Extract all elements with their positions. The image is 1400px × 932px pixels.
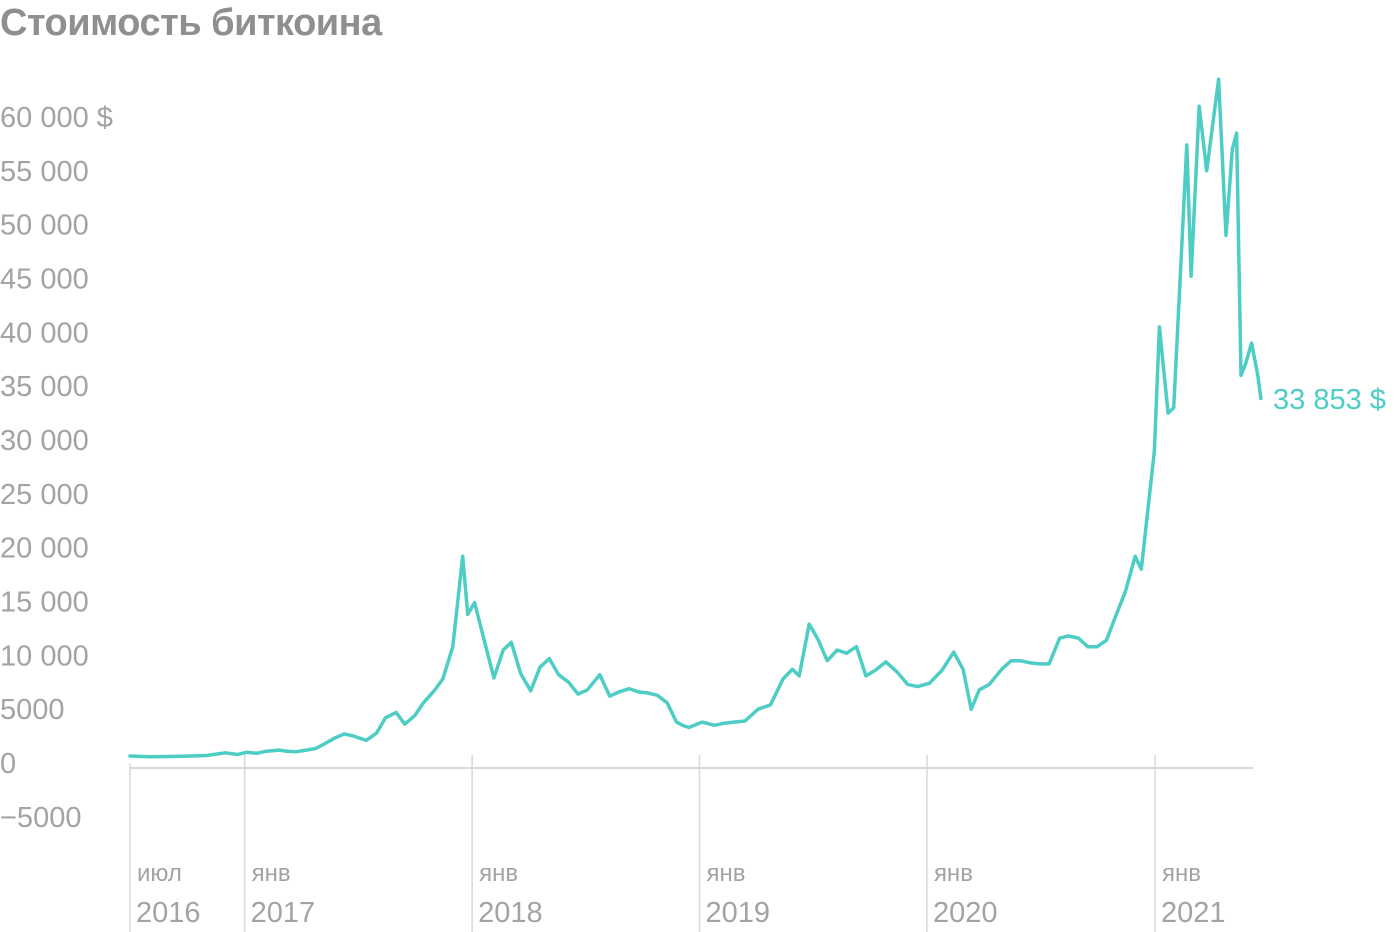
y-tick-label: 5000 (0, 694, 65, 726)
y-tick-label: 45 000 (0, 264, 89, 296)
x-tick-year-label: 2021 (1161, 897, 1226, 929)
x-axis-gridlines (129, 755, 1156, 932)
y-tick-label: 10 000 (0, 640, 89, 672)
x-tick-month-label: янв (479, 860, 518, 887)
y-tick-label: 60 000 $ (0, 102, 113, 134)
y-tick-label: 40 000 (0, 317, 89, 349)
x-tick-month-label: янв (934, 860, 973, 887)
y-axis-ticks: 60 000 $ 55 000 50 000 45 000 40 000 35 000 30… (0, 102, 113, 834)
y-tick-label: 35 000 (0, 371, 89, 403)
x-tick-year-label: 2020 (933, 897, 998, 929)
x-tick-year-label: 2017 (251, 897, 316, 929)
series-line-bitcoin-price (128, 77, 1263, 759)
y-tick-label: 15 000 (0, 587, 89, 619)
last-value-label: 33 853 $ (1273, 384, 1386, 416)
y-tick-label: −5000 (0, 802, 81, 834)
x-tick-year-label: 2019 (706, 897, 771, 929)
x-tick-month-label: янв (252, 860, 291, 887)
x-tick-month-label: янв (707, 860, 746, 887)
x-tick-month-label: янв (1162, 860, 1201, 887)
y-tick-label: 20 000 (0, 533, 89, 565)
x-tick-year-label: 2018 (478, 897, 543, 929)
x-tick-month-label: июл (137, 860, 182, 887)
y-tick-label: 55 000 (0, 156, 89, 188)
x-axis-ticks: июл 2016 янв 2017 янв 2018 янв 2019 янв 2020 янв 20… (136, 860, 1226, 929)
chart-title: Стоимость биткоина (0, 2, 382, 44)
y-tick-label: 50 000 (0, 210, 89, 242)
x-tick-year-label: 2016 (136, 897, 201, 929)
y-tick-label: 30 000 (0, 425, 89, 457)
y-tick-label: 0 (0, 748, 16, 780)
y-tick-label: 25 000 (0, 479, 89, 511)
